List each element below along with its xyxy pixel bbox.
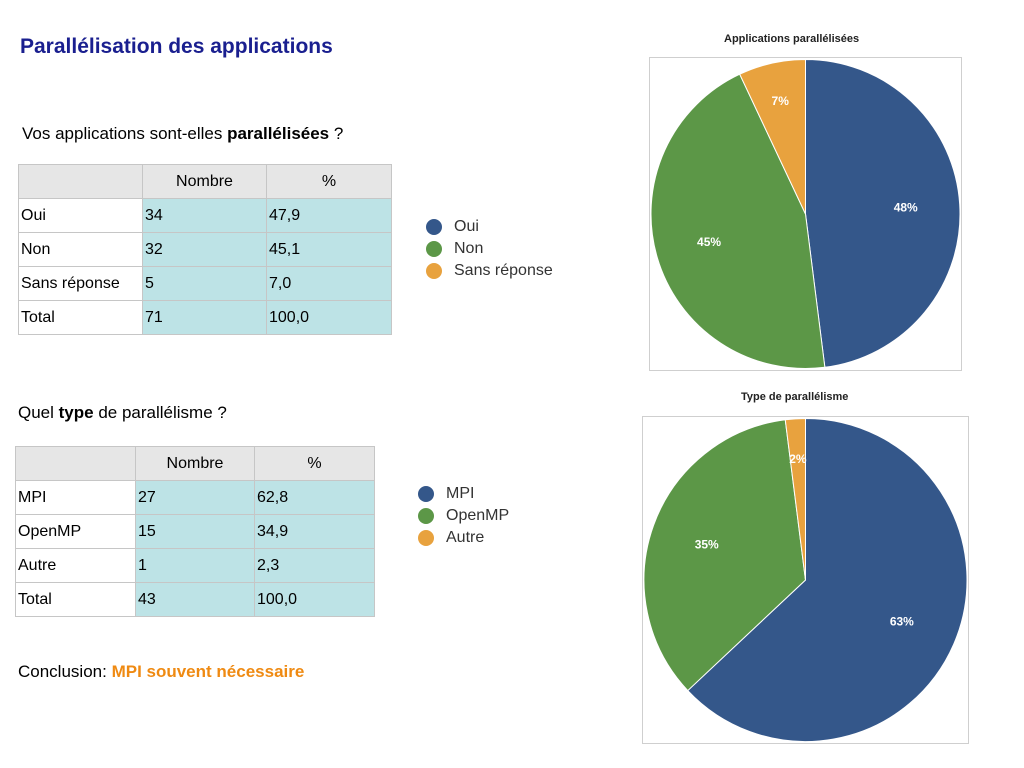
table-cell: OpenMP [15,514,136,549]
table-type: Nombre % MPI 27 62,8 OpenMP 15 34,9 Autr… [15,446,375,617]
pie-chart-frame: 63% 35% 2% [642,416,969,744]
legend-item: Autre [418,527,509,549]
question-text: Quel [18,403,59,422]
legend-item: Sans réponse [426,260,553,282]
legend-swatch [418,508,434,524]
table-cell: 45,1 [266,232,392,267]
question-parallelized: Vos applications sont-elles parallélisée… [22,124,343,144]
table-row: Oui 34 47,9 [18,198,392,233]
question-mark: ? [329,124,344,143]
pie-slice-sans-réponse [739,58,806,215]
chart-title: Type de parallélisme [741,391,849,403]
table-cell: Total [18,300,143,335]
pie-slice-autre [784,417,806,581]
question-emphasis: type [58,403,94,422]
table-row: OpenMP 15 34,9 [15,514,375,549]
conclusion: Conclusion: MPI souvent nécessaire [18,662,304,682]
table-parallelized: Nombre % Oui 34 47,9 Non 32 45,1 Sans ré… [18,164,392,335]
table-header-row: Nombre % [15,446,375,481]
chart-title: Applications parallélisées [724,33,860,45]
table-cell: 15 [135,514,255,549]
table-header-cell: % [266,164,392,199]
table-cell: 34,9 [254,514,375,549]
table-cell: 34 [142,198,267,233]
legend-item: MPI [418,483,509,505]
pie-data-label: 35% [695,537,719,551]
pie-data-label: 2% [789,452,807,466]
pie-data-label: 45% [697,235,721,249]
legend-parallelized: Oui Non Sans réponse [426,216,553,282]
legend-label: OpenMP [446,507,510,524]
table-cell: 71 [142,300,267,335]
legend-item: OpenMP [418,505,509,527]
pie-chart-frame: 48% 45% 7% [649,57,962,371]
table-row: Total 71 100,0 [18,300,392,335]
table-row: Non 32 45,1 [18,232,392,267]
table-header-cell: % [254,446,375,481]
table-row: MPI 27 62,8 [15,480,375,515]
table-cell: Oui [18,198,143,233]
legend-label: Non [454,240,484,257]
pie-data-label: 48% [894,201,918,215]
table-cell: MPI [15,480,136,515]
legend-type: MPI OpenMP Autre [418,483,509,549]
question-text-end: de parallélisme ? [93,403,227,422]
table-cell: 7,0 [266,266,392,301]
table-row: Sans réponse 5 7,0 [18,266,392,301]
question-text: Vos applications sont-elles [22,124,228,143]
table-cell: 5 [142,266,267,301]
legend-label: Autre [446,529,485,546]
table-row: Total 43 100,0 [15,582,375,617]
legend-swatch [418,530,434,546]
table-cell: Total [15,582,136,617]
legend-swatch [426,263,442,279]
legend-label: MPI [446,485,475,502]
table-cell: 2,3 [254,548,375,583]
table-cell: 100,0 [254,582,375,617]
pie-slice-openmp [643,419,807,692]
legend-swatch [418,486,434,502]
conclusion-label: Conclusion: [18,662,112,681]
pie-slice-non [650,73,826,369]
pie-data-label: 63% [890,615,914,629]
table-cell: 27 [135,480,255,515]
table-cell: 43 [135,582,255,617]
conclusion-text: MPI souvent nécessaire [111,662,305,681]
table-cell: 32 [142,232,267,267]
table-header-row: Nombre % [18,164,392,199]
pie-slice-mpi [687,417,968,742]
legend-item: Oui [426,216,553,238]
legend-swatch [426,241,442,257]
legend-item: Non [426,238,553,260]
table-header-cell [18,164,143,199]
table-header-cell: Nombre [142,164,267,199]
table-cell: 47,9 [266,198,392,233]
table-row: Autre 1 2,3 [15,548,375,583]
page-title: Parallélisation des applications [20,35,333,58]
question-type: Quel type de parallélisme ? [18,403,227,423]
legend-label: Oui [454,218,479,235]
pie-slice-oui [805,58,961,368]
legend-label: Sans réponse [454,262,553,279]
pie-data-label: 7% [772,94,790,108]
table-header-cell: Nombre [135,446,255,481]
table-cell: Non [18,232,143,267]
legend-swatch [426,219,442,235]
pie-chart-parallelized: 48% 45% 7% [650,58,961,369]
table-header-cell [15,446,136,481]
question-emphasis: parallélisées [227,124,330,143]
table-cell: 62,8 [254,480,375,515]
table-cell: 100,0 [266,300,392,335]
table-cell: Sans réponse [18,266,143,301]
pie-chart-type: 63% 35% 2% [643,417,968,742]
table-cell: 1 [135,548,255,583]
table-cell: Autre [15,548,136,583]
